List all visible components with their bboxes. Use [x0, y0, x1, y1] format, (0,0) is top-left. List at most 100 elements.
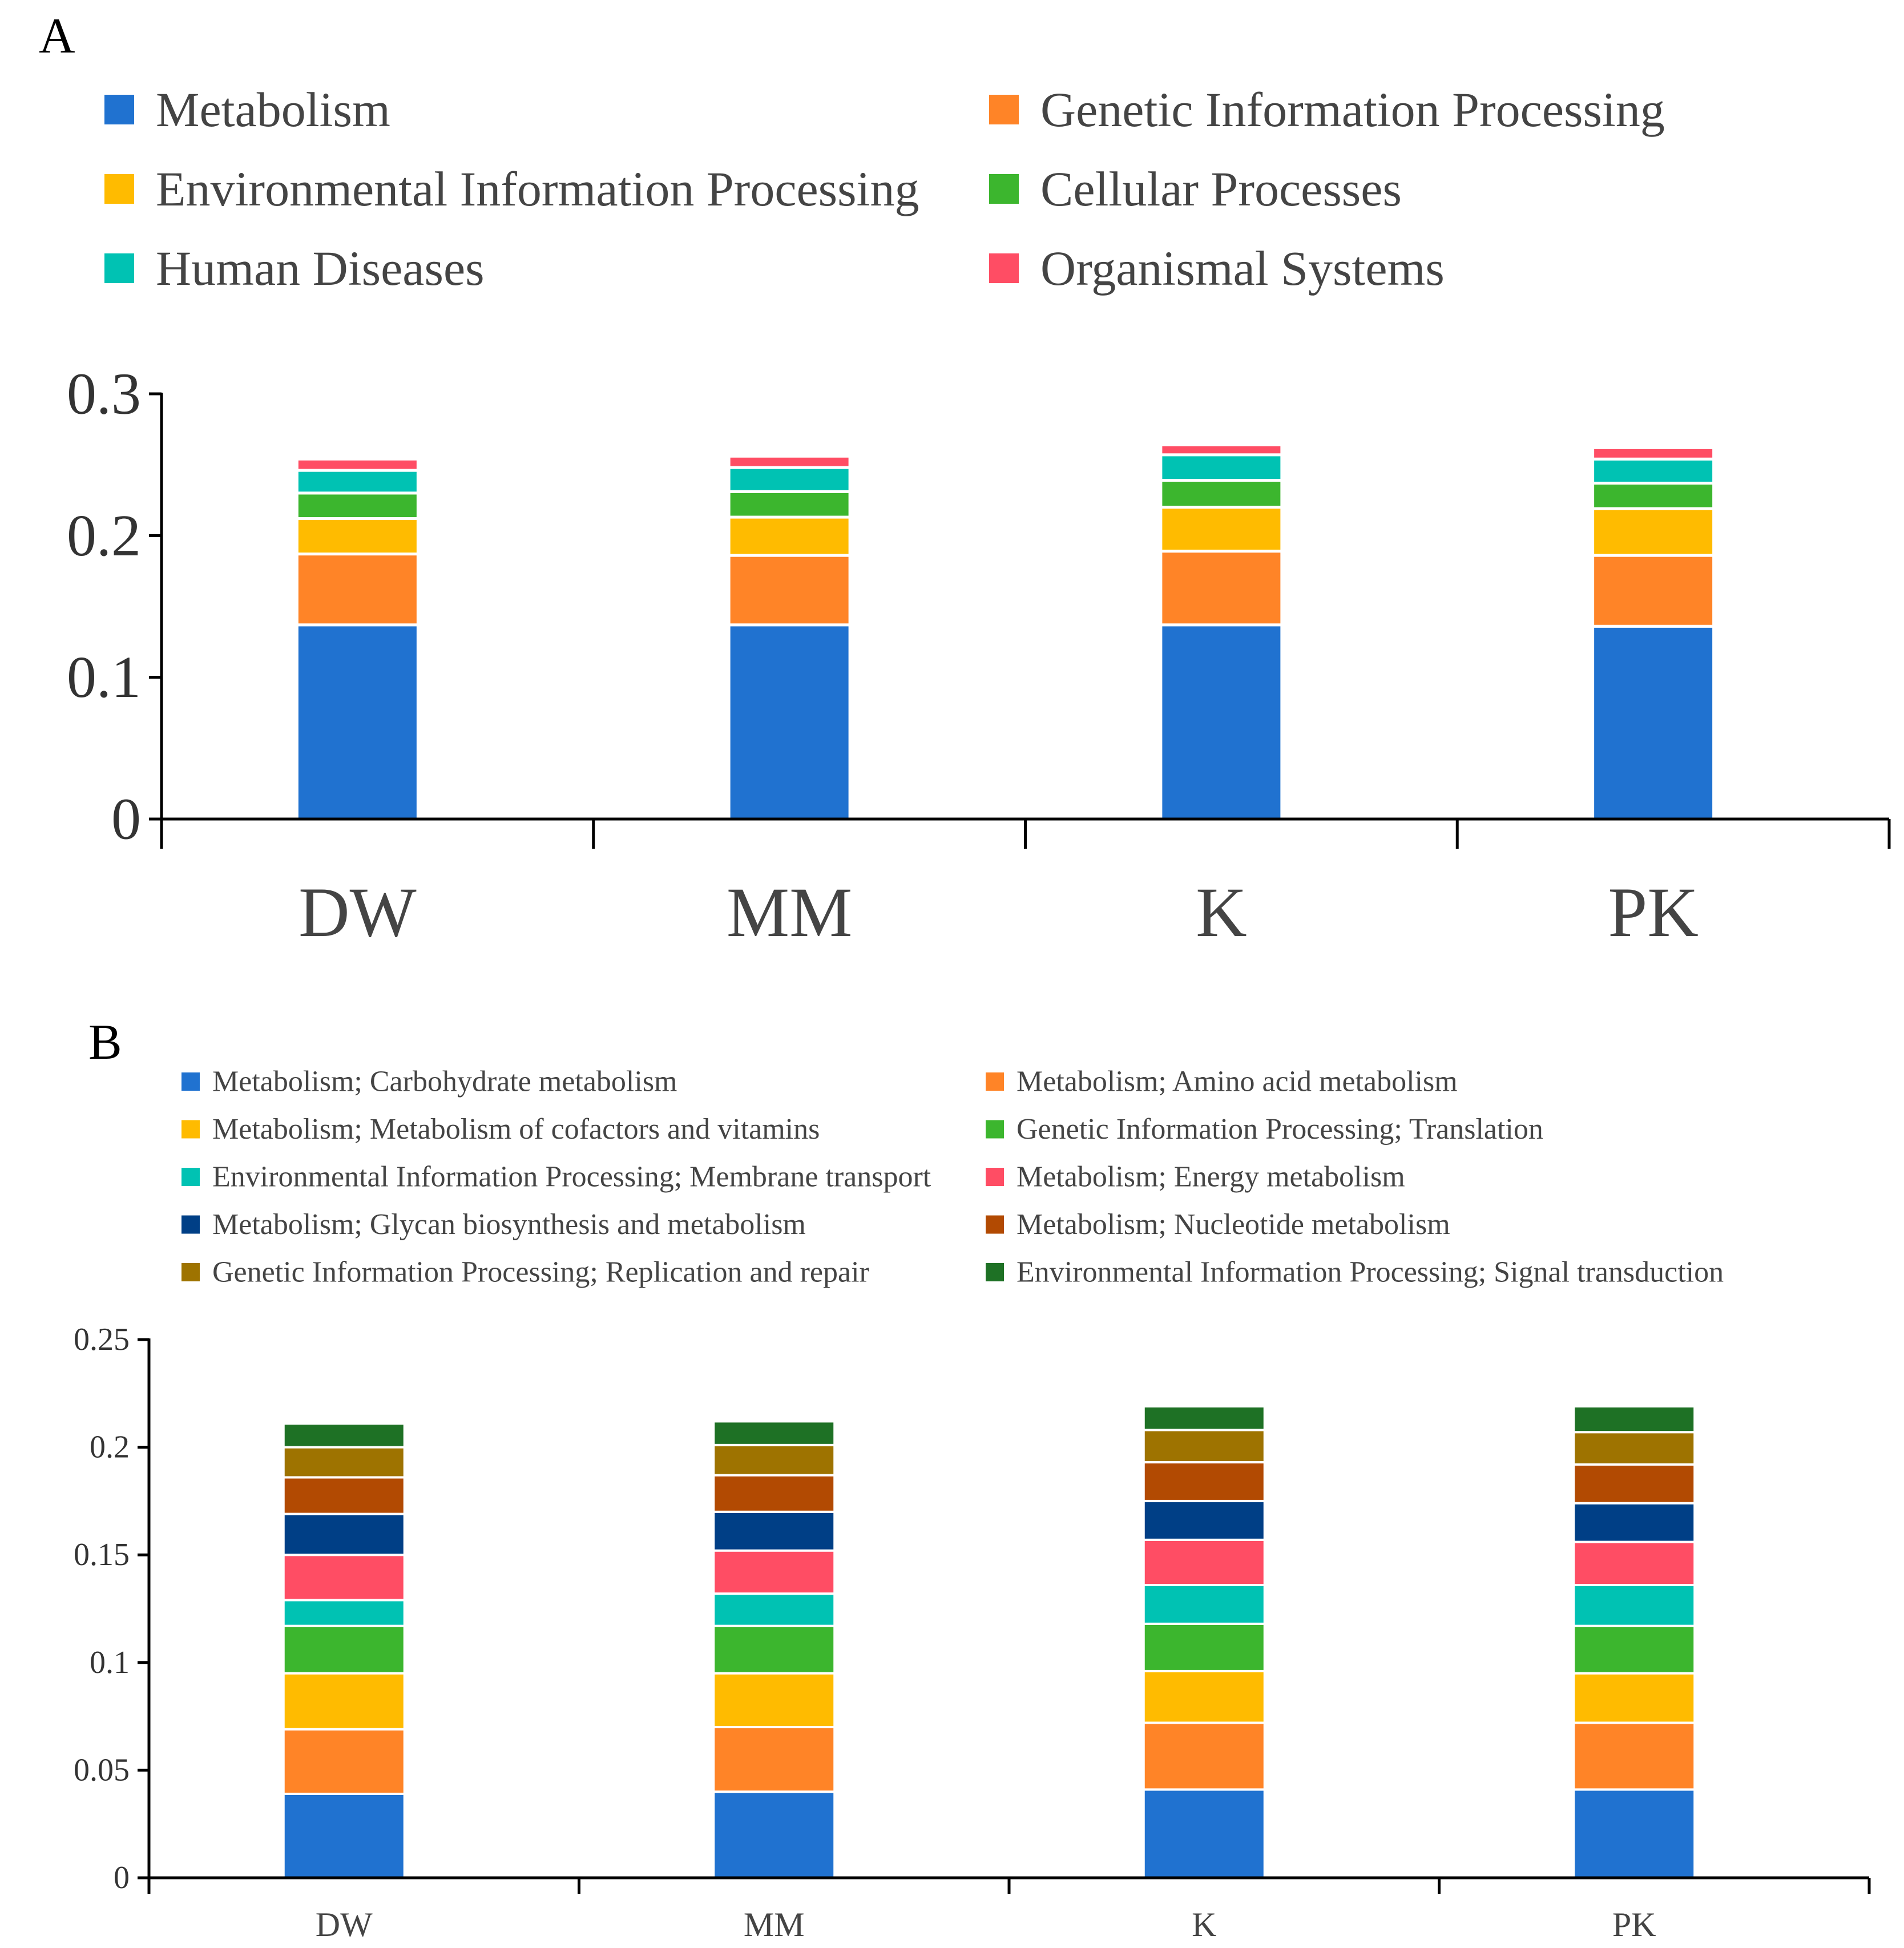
legend-label: Genetic Information Processing: [1040, 82, 1665, 137]
legend-label: Human Diseases: [156, 241, 485, 296]
bar-segment-mm-metabolism-metabolism-of-cofactors-and-vitamins: [712, 1672, 836, 1728]
x-tick-label-dw: DW: [298, 873, 417, 951]
bar-segment-k-human-diseases: [1159, 453, 1284, 482]
bar-segment-pk-metabolism-glycan-biosynthesis-and-metabolism: [1572, 1502, 1696, 1543]
x-tick-label-mm: MM: [744, 1906, 805, 1943]
bar-stack-pk: [1591, 446, 1716, 821]
x-tick-label-pk: PK: [1612, 1906, 1656, 1943]
legend-swatch: [181, 1263, 200, 1281]
legend-swatch: [986, 1263, 1004, 1281]
bar-segment-pk-environmental-information-processing-signal-transduction: [1572, 1405, 1696, 1434]
panel-a-axes: 0 0.1 0.2 0.3 DW MM K PK: [67, 361, 1891, 951]
y-tick-label: 0.15: [74, 1537, 130, 1572]
x-tick-label-k: K: [1192, 1906, 1216, 1943]
bar-segment-pk-metabolism-metabolism-of-cofactors-and-vitamins: [1572, 1672, 1696, 1724]
bar-segment-mm-metabolism-glycan-biosynthesis-and-metabolism: [712, 1510, 836, 1552]
legend-label: Environmental Information Processing: [156, 162, 919, 216]
bar-segment-mm-environmental-information-processing-signal-transduction: [712, 1420, 836, 1446]
bar-stack-pk: [1572, 1405, 1696, 1879]
bar-segment-dw-human-diseases: [295, 469, 419, 495]
panel-b-legend: Metabolism; Carbohydrate metabolism Metab…: [181, 1066, 1724, 1289]
x-tick-label-mm: MM: [727, 873, 853, 951]
bar-segment-mm-environmental-information-processing-membrane-transport: [712, 1592, 836, 1627]
bar-segment-pk-organismal-systems: [1591, 446, 1716, 461]
panel-b-axes: 0 0.05 0.1 0.15 0.2 0.25 DW MM K PK: [74, 1322, 1871, 1943]
legend-swatch: [989, 95, 1019, 124]
bar-segment-dw-metabolism-metabolism-of-cofactors-and-vitamins: [282, 1672, 406, 1731]
bar-segment-pk-metabolism: [1591, 624, 1716, 821]
bar-segment-k-genetic-information-processing-translation: [1142, 1622, 1266, 1672]
bar-stack-dw: [282, 1422, 406, 1880]
bar-segment-pk-environmental-information-processing-membrane-transport: [1572, 1584, 1696, 1627]
bar-segment-mm-genetic-information-processing-replication-and-repair: [712, 1443, 836, 1477]
bar-segment-k-metabolism-amino-acid-metabolism: [1142, 1721, 1266, 1791]
legend-item-metabolism-metabolism-of-cofactors-and-vitamins: Metabolism; Metabolism of cofactors and …: [181, 1113, 820, 1146]
legend-label: Metabolism; Glycan biosynthesis and meta…: [212, 1208, 806, 1241]
bar-segment-dw-metabolism-amino-acid-metabolism: [282, 1728, 406, 1795]
bar-segment-k-metabolism-glycan-biosynthesis-and-metabolism: [1142, 1499, 1266, 1541]
panel-b: B Metabolism; Carbohydrate metabolism Met…: [74, 1015, 1871, 1943]
legend-item-human-diseases: Human Diseases: [104, 241, 485, 296]
bar-segment-k-genetic-information-processing: [1159, 550, 1284, 627]
bar-segment-mm-genetic-information-processing: [727, 554, 852, 627]
legend-label: Metabolism; Energy metabolism: [1016, 1161, 1405, 1193]
bar-segment-dw-genetic-information-processing-replication-and-repair: [282, 1446, 406, 1479]
panel-a-bars: [295, 443, 1716, 821]
bar-segment-pk-metabolism-nucleotide-metabolism: [1572, 1463, 1696, 1505]
bar-segment-k-metabolism-energy-metabolism: [1142, 1538, 1266, 1587]
y-tick-label: 0.2: [67, 503, 141, 568]
legend-swatch: [986, 1215, 1004, 1234]
bar-segment-mm-metabolism-nucleotide-metabolism: [712, 1474, 836, 1513]
bar-segment-mm-metabolism: [727, 623, 852, 821]
bar-segment-k-cellular-processes: [1159, 478, 1284, 509]
legend-label: Metabolism; Carbohydrate metabolism: [212, 1066, 677, 1098]
x-tick-label-dw: DW: [316, 1906, 373, 1943]
bar-segment-mm-environmental-information-processing: [727, 515, 852, 557]
x-tick-label-pk: PK: [1608, 873, 1699, 951]
panel-a-label: A: [39, 9, 75, 64]
y-tick-label: 0: [111, 787, 141, 852]
bar-segment-dw-genetic-information-processing: [295, 552, 419, 627]
legend-swatch: [104, 174, 134, 204]
legend-swatch: [104, 95, 134, 124]
legend-label: Metabolism; Amino acid metabolism: [1016, 1066, 1458, 1098]
legend-label: Genetic Information Processing; Replicat…: [212, 1256, 869, 1289]
bar-segment-pk-metabolism-carbohydrate-metabolism: [1572, 1788, 1696, 1879]
legend-item-metabolism-glycan-biosynthesis-and-metabolism: Metabolism; Glycan biosynthesis and meta…: [181, 1208, 806, 1241]
bar-segment-mm-metabolism-energy-metabolism: [712, 1549, 836, 1595]
bar-segment-mm-genetic-information-processing-translation: [712, 1624, 836, 1675]
bar-segment-k-genetic-information-processing-replication-and-repair: [1142, 1429, 1266, 1464]
legend-swatch: [986, 1072, 1004, 1091]
bar-segment-k-environmental-information-processing: [1159, 506, 1284, 553]
x-tick-label-k: K: [1196, 873, 1247, 951]
legend-swatch: [989, 174, 1019, 204]
legend-item-metabolism-amino-acid-metabolism: Metabolism; Amino acid metabolism: [986, 1066, 1458, 1098]
panel-b-label: B: [88, 1015, 122, 1070]
bar-segment-k-environmental-information-processing-membrane-transport: [1142, 1584, 1266, 1625]
bar-segment-pk-environmental-information-processing: [1591, 507, 1716, 557]
legend-item-organismal-systems: Organismal Systems: [989, 241, 1445, 296]
legend-swatch: [989, 253, 1019, 283]
bar-segment-mm-metabolism-amino-acid-metabolism: [712, 1725, 836, 1793]
y-tick-label: 0.05: [74, 1752, 130, 1788]
legend-swatch: [986, 1120, 1004, 1139]
bar-segment-k-environmental-information-processing-signal-transduction: [1142, 1405, 1266, 1431]
bar-segment-k-organismal-systems: [1159, 443, 1284, 457]
bar-segment-dw-environmental-information-processing-signal-transduction: [282, 1422, 406, 1449]
legend-swatch: [986, 1168, 1004, 1186]
bar-segment-k-metabolism-metabolism-of-cofactors-and-vitamins: [1142, 1669, 1266, 1724]
bar-segment-dw-environmental-information-processing: [295, 517, 419, 556]
bar-segment-pk-cellular-processes: [1591, 481, 1716, 510]
legend-item-genetic-information-processing-replication-and-repair: Genetic Information Processing; Replicat…: [181, 1256, 869, 1289]
bar-stack-mm: [727, 454, 852, 821]
bar-segment-pk-genetic-information-processing-replication-and-repair: [1572, 1431, 1696, 1466]
legend-label: Metabolism: [156, 82, 390, 137]
legend-item-cellular-processes: Cellular Processes: [989, 162, 1402, 216]
legend-item-metabolism-energy-metabolism: Metabolism; Energy metabolism: [986, 1161, 1405, 1193]
legend-label: Metabolism; Metabolism of cofactors and …: [212, 1113, 820, 1146]
legend-item-metabolism-nucleotide-metabolism: Metabolism; Nucleotide metabolism: [986, 1208, 1450, 1241]
y-tick-label: 0: [114, 1860, 130, 1895]
panel-a: A Metabolism Genetic Information Processi…: [39, 9, 1891, 951]
y-tick-label: 0.3: [67, 361, 141, 427]
